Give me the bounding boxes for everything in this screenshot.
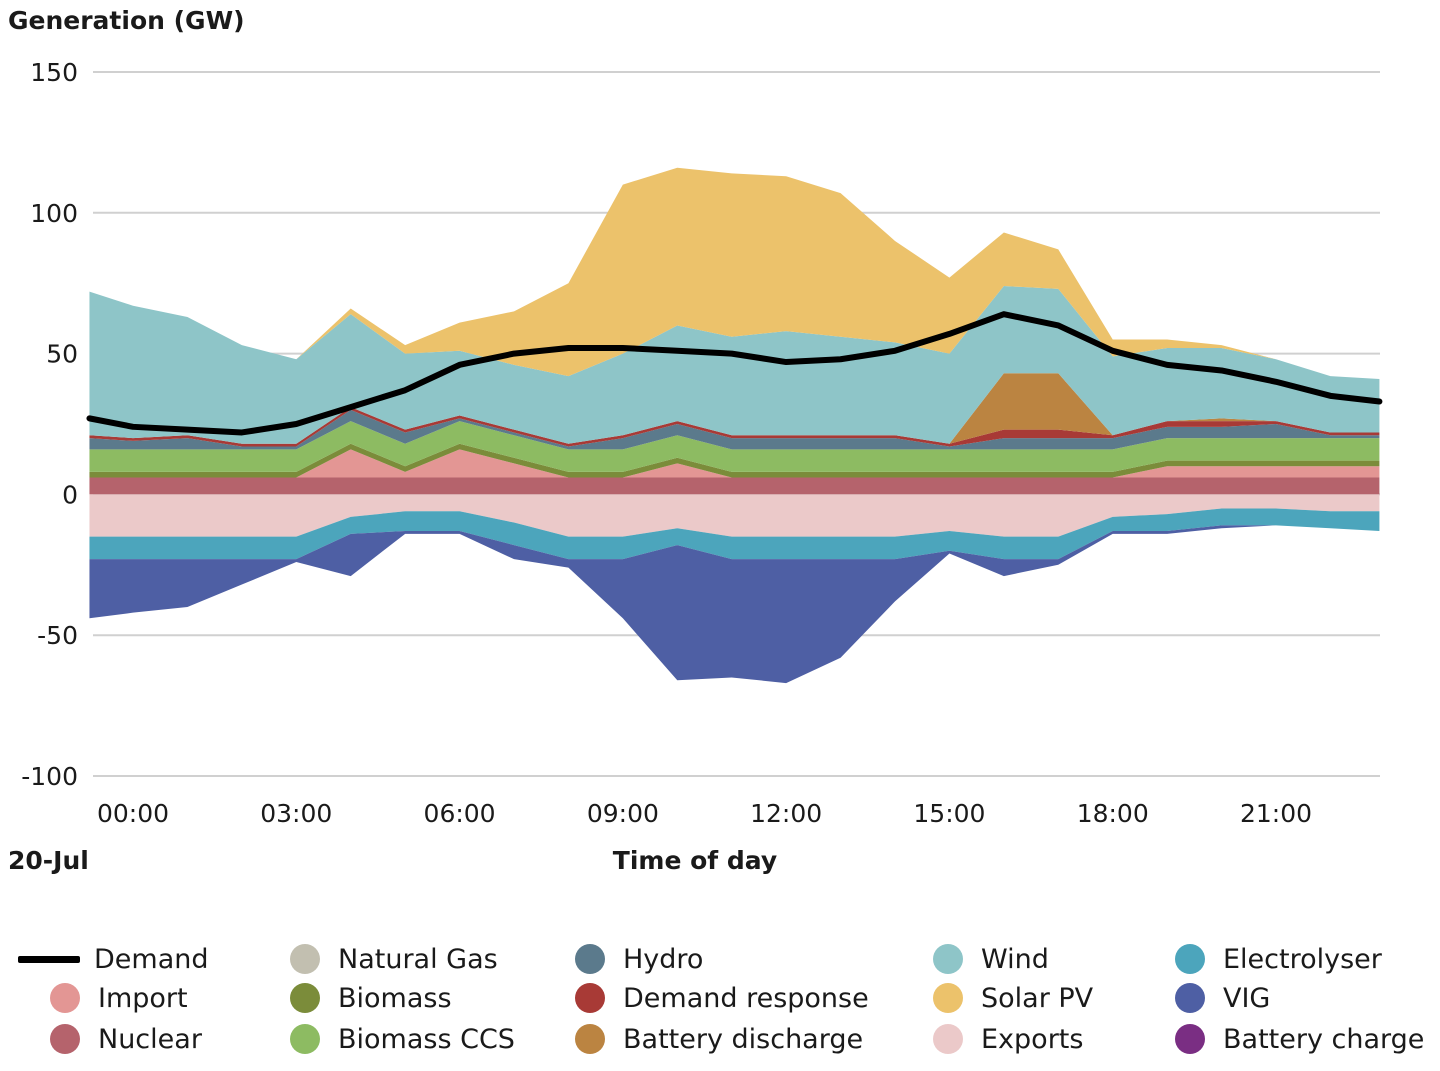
legend-item-solar-pv: Solar PV (933, 981, 1093, 1015)
y-tick-label: -50 (37, 621, 78, 650)
legend-item-biomass: Biomass (290, 981, 452, 1015)
legend-item-nuclear: Nuclear (50, 1022, 202, 1056)
legend-item-electrolyser: Electrolyser (1175, 942, 1382, 976)
nuclear-area (89, 477, 1380, 495)
legend-label: Battery charge (1223, 1023, 1425, 1055)
legend-dot-swatch (933, 983, 963, 1013)
legend-item-hydro: Hydro (575, 942, 703, 976)
biomass-ccs-area (89, 421, 1380, 472)
hydro-area (89, 409, 1380, 450)
legend-dot-swatch (290, 944, 320, 974)
x-tick-label: 00:00 (97, 799, 169, 828)
y-tick-label: 50 (46, 340, 78, 369)
legend-label: Battery discharge (623, 1023, 864, 1055)
legend-item-wind: Wind (933, 942, 1049, 976)
y-tick-label: 150 (30, 58, 78, 87)
legend-label: Biomass CCS (338, 1023, 515, 1055)
x-tick-label: 18:00 (1077, 799, 1149, 828)
legend-dot-swatch (290, 1024, 320, 1054)
x-tick-label: 09:00 (587, 799, 659, 828)
legend-dot-swatch (50, 1024, 80, 1054)
legend-dot-swatch (1175, 983, 1205, 1013)
legend-item-exports: Exports (933, 1022, 1083, 1056)
y-tick-label: 0 (62, 480, 78, 509)
electrolyser-area (89, 508, 1380, 560)
legend-label: Biomass (338, 982, 452, 1014)
import-area (89, 449, 1380, 478)
date-label: 20-Jul (8, 846, 89, 875)
legend-label: Electrolyser (1223, 943, 1382, 975)
legend-label: Solar PV (981, 982, 1094, 1014)
legend-label: Demand (94, 943, 209, 975)
x-tick-labels: 00:00 03:00 06:00 09:00 12:00 15:00 18:00 21:00 (97, 799, 1312, 828)
legend-label: Nuclear (98, 1023, 202, 1055)
legend-item-biomass-ccs: Biomass CCS (290, 1022, 515, 1056)
legend-item-demand-response: Demand response (575, 981, 869, 1015)
legend-dot-swatch (933, 1024, 963, 1054)
legend-item-natural-gas: Natural Gas (290, 942, 498, 976)
demand-line (86, 311, 1383, 436)
y-axis-title: Generation (GW) (8, 6, 245, 35)
legend-label: Exports (981, 1023, 1084, 1055)
legend-item-battery-discharge: Battery discharge (575, 1022, 863, 1056)
biomass-area (89, 443, 1380, 478)
x-axis-title: Time of day (612, 846, 778, 875)
x-tick-label: 03:00 (260, 799, 332, 828)
legend-dot-swatch (575, 1024, 605, 1054)
generation-chart: 150 100 50 0 -50 -100 00:00 03:00 06:00 09:00 12:… (21, 58, 1383, 828)
legend-label: Wind (981, 943, 1049, 975)
exports-area (89, 494, 1380, 537)
y-tick-label: 100 (30, 199, 78, 228)
y-tick-labels: 150 100 50 0 -50 -100 (21, 58, 78, 791)
legend-label: Hydro (623, 943, 704, 975)
y-tick-label: -100 (21, 762, 78, 791)
solar-pv-area (89, 167, 1380, 379)
legend-label: Demand response (623, 982, 869, 1014)
demand-response-area (89, 407, 1380, 447)
legend-dot-swatch (933, 944, 963, 974)
x-tick-label: 12:00 (750, 799, 822, 828)
legend-dot-swatch (1175, 944, 1205, 974)
legend-label: Natural Gas (338, 943, 498, 975)
legend-line-swatch (18, 955, 80, 963)
legend-item-battery-charge: Battery charge (1175, 1022, 1424, 1056)
x-tick-label: 21:00 (1240, 799, 1312, 828)
battery-discharge-area (89, 373, 1380, 444)
chart-legend: Demand Import Nuclear Natural Gas Biomass Bio… (0, 940, 1440, 1065)
x-tick-label: 06:00 (424, 799, 496, 828)
vig-area (89, 525, 1380, 684)
legend-item-demand: Demand (18, 942, 209, 976)
legend-dot-swatch (290, 983, 320, 1013)
legend-dot-swatch (1175, 1024, 1205, 1054)
legend-dot-swatch (575, 983, 605, 1013)
legend-label: VIG (1223, 982, 1271, 1014)
legend-label: Import (98, 982, 188, 1014)
legend-item-vig: VIG (1175, 981, 1270, 1015)
legend-dot-swatch (50, 983, 80, 1013)
legend-dot-swatch (575, 944, 605, 974)
x-tick-label: 15:00 (913, 799, 985, 828)
stacked-areas (89, 167, 1380, 684)
legend-item-import: Import (50, 981, 188, 1015)
demand-line-layer (86, 311, 1383, 436)
